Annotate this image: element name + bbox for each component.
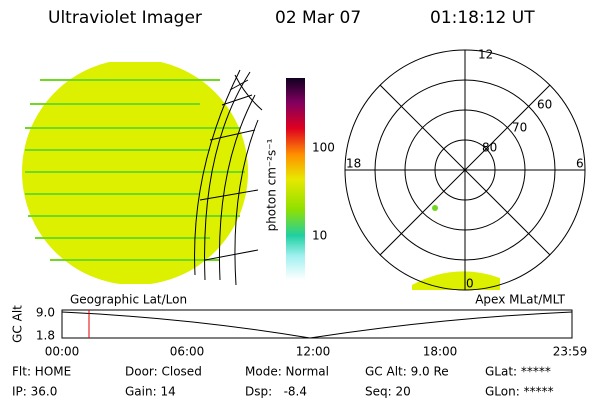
status-field: GC Alt: 9.0 Re <box>365 365 449 379</box>
status-field: Dsp: -8.4 <box>245 385 307 399</box>
alt-axis-label: GC Alt <box>11 305 25 343</box>
mlat-label: 80 <box>482 141 497 155</box>
status-field: IP: 36.0 <box>12 385 57 399</box>
uv-image <box>22 62 248 284</box>
x-tick-label: 18:00 <box>423 345 458 359</box>
x-tick-label: 23:59 <box>553 345 588 359</box>
alt-frame <box>61 309 573 339</box>
alt-curve <box>61 311 573 339</box>
time: 01:18:12 UT <box>430 8 535 28</box>
mlt-label: 12 <box>478 48 493 62</box>
date: 02 Mar 07 <box>275 8 361 28</box>
status-field: Flt: HOME <box>12 365 71 379</box>
mlt-label: 6 <box>576 157 584 171</box>
alt-left-title: Geographic Lat/Lon <box>70 293 187 307</box>
mlat-label: 70 <box>512 121 527 135</box>
colorbar-tick: 100 <box>312 141 335 155</box>
status-field: GLon: ***** <box>485 385 554 399</box>
emission-spot <box>432 205 438 211</box>
y-tick-label: 9.0 <box>36 306 55 320</box>
mlt-label: 0 <box>466 277 474 291</box>
status-field: Gain: 14 <box>125 385 176 399</box>
colorbar-label: photon cm⁻²s⁻¹ <box>265 138 279 231</box>
status-field: Mode: Normal <box>245 365 329 379</box>
colorbar <box>286 78 305 280</box>
colorbar-tick: 10 <box>312 229 327 243</box>
instrument: Ultraviolet Imager <box>48 8 202 28</box>
geo-grid <box>194 69 263 286</box>
status: Flt: HOME Door: Closed Mode: Normal GC Alt:… <box>12 365 554 399</box>
x-tick-label: 12:00 <box>296 345 331 359</box>
status-field: Seq: 20 <box>365 385 411 399</box>
alt-right-title: Apex MLat/MLT <box>475 293 565 307</box>
polar-grid <box>344 49 586 291</box>
status-field: Door: Closed <box>125 365 202 379</box>
mlat-label: 60 <box>537 98 552 112</box>
y-tick-label: 1.8 <box>36 329 55 343</box>
status-field: GLat: ***** <box>485 365 551 379</box>
x-tick-label: 00:00 <box>45 345 80 359</box>
x-tick-label: 06:00 <box>170 345 205 359</box>
mlt-label: 18 <box>346 157 361 171</box>
